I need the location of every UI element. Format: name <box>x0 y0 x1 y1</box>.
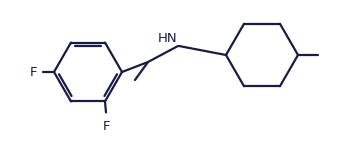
Text: HN: HN <box>158 32 177 45</box>
Text: F: F <box>29 66 37 78</box>
Text: F: F <box>103 120 111 134</box>
